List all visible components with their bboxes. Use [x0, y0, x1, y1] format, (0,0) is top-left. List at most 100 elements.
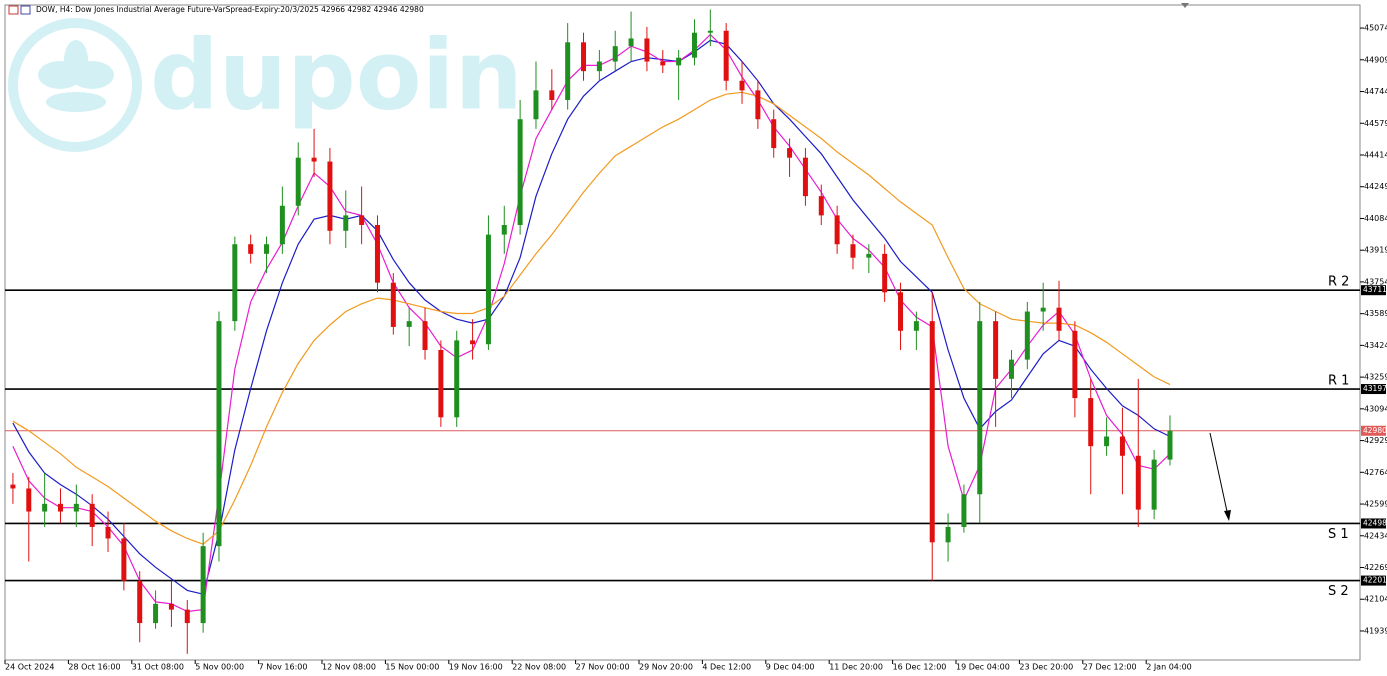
x-tick-label: 28 Oct 16:00 [68, 663, 120, 672]
level-name: S 2 [1328, 584, 1349, 599]
current-price-tag [1361, 425, 1386, 436]
x-tick-label: 31 Oct 08:00 [132, 663, 184, 672]
x-tick-label: 9 Dec 04:00 [766, 663, 815, 672]
candle-body [295, 157, 301, 206]
x-tick-label: 4 Dec 12:00 [702, 663, 751, 672]
watermark-logo [8, 18, 142, 152]
y-tick-label: 43919 [1364, 246, 1387, 255]
candle-body [216, 321, 222, 547]
y-tick-label: 42599 [1364, 500, 1387, 509]
candle-body [1104, 436, 1110, 447]
candle-body [406, 321, 412, 327]
candle-body [818, 196, 824, 216]
candle-body [343, 215, 349, 231]
candle-body [485, 234, 491, 345]
y-tick-label: 43754 [1364, 277, 1387, 286]
candle-body [57, 503, 63, 512]
chart-title: DOW, H4: Dow Jones Industrial Average Fu… [36, 5, 424, 14]
candle-body [787, 148, 793, 158]
candle-body [390, 282, 396, 327]
candle-body [644, 38, 650, 62]
candle-body [882, 253, 888, 293]
candle-body [549, 90, 555, 100]
candle-body [898, 292, 904, 331]
candle-body [660, 61, 666, 66]
x-tick-label: 19 Nov 16:00 [449, 663, 503, 672]
candle-body [1088, 398, 1094, 447]
level-tag-label: 42498 [1363, 518, 1387, 527]
candle-body [850, 244, 856, 258]
y-tick-label: 44414 [1364, 151, 1387, 160]
x-tick-label: 29 Nov 20:00 [639, 663, 693, 672]
candle-body [121, 538, 127, 581]
candle-body [501, 225, 507, 235]
candle-body [771, 119, 777, 149]
candle-body [581, 42, 587, 72]
candle-body [105, 526, 111, 539]
moving-average [12, 91, 1171, 545]
candle-body [565, 42, 571, 100]
candle-body [628, 38, 634, 47]
candle-body [470, 340, 476, 345]
level-tag-label: 43711 [1363, 285, 1387, 294]
candle-body [929, 321, 935, 543]
y-tick-label: 41939 [1364, 626, 1387, 635]
candle-body [279, 205, 285, 245]
candle-body [438, 350, 444, 418]
candle-body [153, 603, 159, 624]
y-tick-label: 42104 [1364, 595, 1387, 604]
candle-body [200, 546, 206, 624]
candle-body [311, 157, 317, 162]
x-tick-label: 7 Nov 16:00 [259, 663, 308, 672]
y-tick-label: 43589 [1364, 309, 1387, 318]
x-tick-label: 5 Nov 00:00 [195, 663, 244, 672]
x-tick-label: 16 Dec 12:00 [893, 663, 947, 672]
symbol-icon [8, 5, 31, 15]
candle-body [454, 340, 460, 418]
candle-body [1167, 430, 1173, 460]
candle-body [977, 321, 983, 495]
x-tick-label: 22 Nov 08:00 [512, 663, 566, 672]
candle-body [739, 80, 745, 91]
candle-body [945, 526, 951, 543]
forecast-arrow [1209, 432, 1231, 521]
candle-body [834, 215, 840, 245]
y-tick-label: 44744 [1364, 87, 1387, 96]
y-tick-label: 43259 [1364, 373, 1387, 382]
candle-body [1072, 330, 1078, 399]
candle-body [612, 46, 618, 62]
y-tick-label: 44909 [1364, 55, 1387, 64]
candle-body [1008, 359, 1014, 379]
candle-body [1135, 455, 1141, 510]
candle-body [961, 494, 967, 527]
candle-body [232, 244, 238, 322]
candle-body [802, 157, 808, 197]
x-tick-label: 12 Nov 08:00 [322, 663, 376, 672]
current-price-label: 42980 [1363, 426, 1387, 435]
level-tag [1361, 285, 1386, 296]
x-tick-label: 15 Nov 00:00 [385, 663, 439, 672]
x-tick-label: 24 Oct 2024 [5, 663, 54, 672]
level-name: R 2 [1328, 275, 1349, 290]
candle-body [327, 161, 333, 231]
candle-body [89, 503, 95, 527]
candle-body [517, 119, 523, 225]
level-tag-label: 42201 [1363, 576, 1387, 585]
candle-body [26, 488, 32, 512]
x-tick-label: 23 Dec 20:00 [1019, 663, 1073, 672]
level-tag [1361, 384, 1386, 395]
plot-frame [4, 4, 1361, 661]
x-tick-label: 11 Dec 20:00 [829, 663, 883, 672]
candle-body [374, 225, 380, 283]
y-tick-label: 43094 [1364, 404, 1387, 413]
y-tick-label: 42434 [1364, 531, 1387, 540]
y-tick-label: 42269 [1364, 563, 1387, 572]
watermark: dupoin [150, 19, 523, 131]
level-tag-label: 43197 [1363, 384, 1387, 393]
y-tick-label: 44579 [1364, 119, 1387, 128]
x-tick-label: 27 Nov 00:00 [576, 663, 630, 672]
candle-body [264, 244, 270, 254]
y-tick-label: 44084 [1364, 214, 1387, 223]
y-tick-label: 43424 [1364, 341, 1387, 350]
